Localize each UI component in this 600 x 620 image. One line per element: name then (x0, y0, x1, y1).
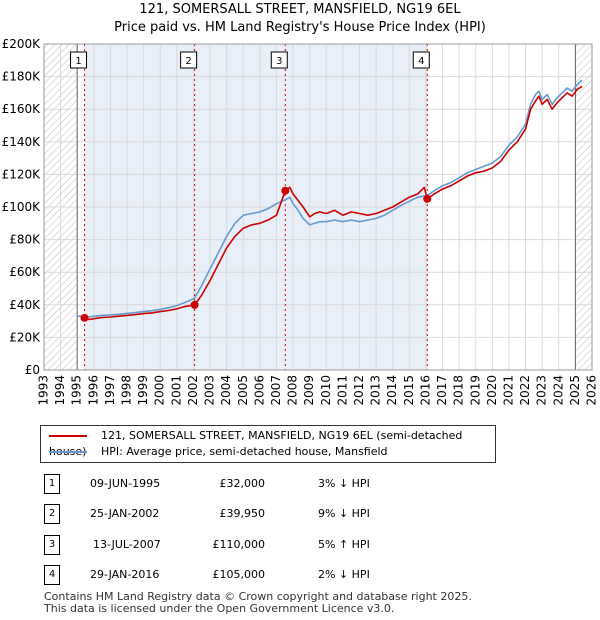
sale-badge-label: 3 (276, 56, 282, 67)
price-chart: £0 £20K £40K £60K £80K £100K £120K £140K £160K £1… (2, 37, 599, 406)
sale-badge-label: 4 (418, 56, 424, 67)
transaction-number: 4 (44, 565, 60, 585)
y-tick-label: £160K (2, 102, 42, 116)
y-tick-label: £20K (9, 330, 41, 344)
legend-item-property: 121, SOMERSALL STREET, MANSFIELD, NG19 6… (49, 428, 495, 458)
x-tick-label: 2015 (402, 375, 416, 406)
x-tick-label: 2001 (169, 375, 183, 406)
transaction-date: 09-JUN-1995 (90, 477, 161, 490)
y-tick-label: £180K (2, 70, 42, 84)
sale-badge (180, 51, 198, 69)
transaction-price: £39,950 (219, 507, 266, 520)
transaction-date: 29-JAN-2016 (90, 568, 160, 581)
x-tick-label: 2006 (252, 375, 266, 406)
transaction-hpi: 9% ↓ HPI (318, 507, 370, 520)
y-tick-label: £0 (25, 363, 40, 377)
legend: 121, SOMERSALL STREET, MANSFIELD, NG19 6… (40, 425, 496, 463)
transaction-hpi: 2% ↓ HPI (318, 568, 370, 581)
x-tick-label: 2010 (319, 375, 333, 406)
x-tick-label: 2023 (535, 375, 549, 406)
chart-subtitle: Price paid vs. HM Land Registry's House … (114, 20, 486, 35)
transaction-hpi: 3% ↓ HPI (318, 477, 370, 490)
transaction-number: 1 (44, 474, 60, 494)
sale-point (423, 194, 432, 203)
x-tick-label: 2009 (302, 375, 316, 406)
transaction-number: 3 (44, 535, 60, 555)
x-tick-label: 2013 (369, 375, 383, 406)
legend-property-swatch (49, 435, 87, 437)
x-tick-label: 2019 (468, 375, 482, 406)
x-tick-label: 2000 (153, 375, 167, 406)
hpi-line (77, 79, 583, 318)
transaction-date: 25-JAN-2002 (90, 507, 160, 520)
x-tick-label: 2011 (335, 375, 349, 406)
x-tick-label: 2014 (385, 375, 399, 406)
x-tick-label: 1996 (86, 375, 100, 406)
chart-title: 121, SOMERSALL STREET, MANSFIELD, NG19 6… (139, 2, 461, 17)
x-tick-label: 2004 (219, 375, 233, 406)
y-tick-label: £200K (2, 37, 42, 51)
transaction-hpi: 5% ↑ HPI (318, 538, 370, 551)
transaction-number: 2 (44, 504, 60, 524)
footer-copyright: Contains HM Land Registry data © Crown c… (44, 590, 472, 603)
y-tick-label: £40K (9, 298, 41, 312)
legend-hpi-label: HPI: Average price, semi-detached house,… (101, 445, 388, 458)
transaction-date: 13-JUL-2007 (93, 538, 161, 551)
transaction-price: £32,000 (219, 477, 266, 490)
sale-badge (270, 51, 288, 69)
footer-licence: This data is licensed under the Open Gov… (44, 602, 395, 615)
x-tick-label: 2024 (551, 375, 565, 406)
sale-badge (70, 51, 88, 69)
x-tick-label: 2007 (269, 375, 283, 406)
sale-point (80, 313, 89, 322)
x-tick-label: 2025 (568, 375, 582, 406)
x-tick-label: 2003 (203, 375, 217, 406)
sale-badge-label: 2 (185, 56, 191, 67)
legend-item-hpi: HPI: Average price, semi-detached house,… (49, 444, 388, 460)
x-tick-label: 2021 (501, 375, 515, 406)
plot-frame (43, 43, 593, 371)
x-tick-label: 2026 (585, 375, 599, 406)
x-tick-label: 2022 (518, 375, 532, 406)
x-tick-label: 2016 (418, 375, 432, 406)
sale-badge (412, 51, 430, 69)
x-tick-label: 1995 (70, 375, 84, 406)
x-tick-label: 1999 (136, 375, 150, 406)
transaction-price: £110,000 (212, 538, 266, 551)
x-tick-label: 2002 (186, 375, 200, 406)
x-tick-label: 1993 (37, 375, 51, 406)
x-tick-label: 1994 (53, 375, 67, 406)
y-tick-label: £60K (9, 265, 41, 279)
x-tick-label: 2005 (236, 375, 250, 406)
sale-badge-label: 1 (75, 56, 81, 67)
sale-point (281, 186, 290, 195)
y-tick-label: £100K (2, 200, 42, 214)
x-tick-label: 2012 (352, 375, 366, 406)
property-price-line (84, 85, 583, 321)
x-tick-label: 2020 (485, 375, 499, 406)
sale-point (190, 300, 199, 309)
x-tick-label: 2008 (286, 375, 300, 406)
legend-hpi-swatch (49, 451, 87, 453)
y-tick-label: £80K (9, 233, 41, 247)
x-tick-label: 2018 (452, 375, 466, 406)
y-tick-label: £140K (2, 135, 42, 149)
transaction-price: £105,000 (212, 568, 266, 581)
y-tick-label: £120K (2, 167, 42, 181)
x-tick-label: 2017 (435, 375, 449, 406)
x-tick-label: 1997 (103, 375, 117, 406)
x-tick-label: 1998 (120, 375, 134, 406)
